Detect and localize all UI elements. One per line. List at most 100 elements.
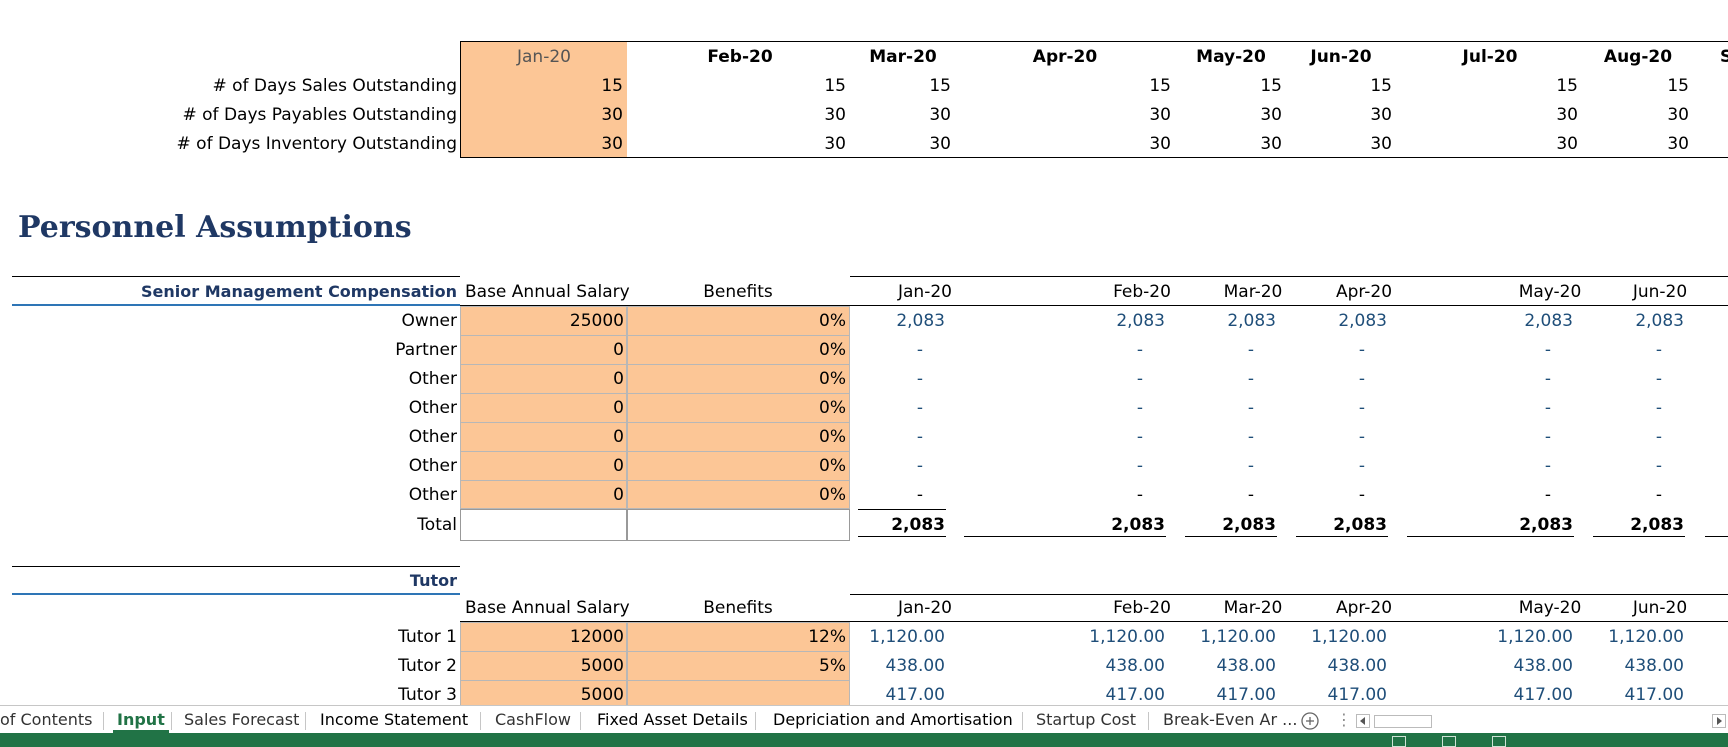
senior-month-cell[interactable]: 2,083	[1635, 311, 1684, 331]
tutor-month-cell[interactable]: 417.00	[1216, 685, 1276, 705]
senior-month-cell[interactable]: -	[1136, 456, 1144, 476]
days-cell[interactable]: 30	[824, 105, 846, 125]
senior-month-cell[interactable]: -	[1247, 340, 1255, 360]
tutor-month-cell[interactable]: 438.00	[1513, 656, 1573, 676]
senior-month-cell[interactable]: -	[1136, 340, 1144, 360]
senior-month-cell[interactable]: -	[1247, 369, 1255, 389]
tutor-salary-cell[interactable]: 5000	[580, 685, 624, 705]
tutor-month-cell[interactable]: 1,120.00	[869, 627, 945, 647]
salary-input-cell[interactable]: 0	[613, 340, 624, 360]
benefits-input-cell[interactable]: 0%	[819, 456, 846, 476]
senior-month-cell[interactable]: 2,083	[1227, 311, 1276, 331]
salary-input-cell[interactable]: 0	[613, 485, 624, 505]
tab-sales-forecast[interactable]: Sales Forecast	[184, 710, 300, 729]
senior-month-cell[interactable]: -	[916, 340, 924, 360]
tutor-salary-cell[interactable]: 5000	[580, 656, 624, 676]
senior-month-cell[interactable]: -	[1247, 485, 1255, 505]
vertical-ellipsis-icon[interactable]: ⋮	[1336, 710, 1352, 729]
tutor-month-cell[interactable]: 417.00	[1513, 685, 1573, 705]
days-cell[interactable]: 15	[929, 76, 951, 96]
days-cell[interactable]: 30	[601, 105, 623, 125]
days-cell[interactable]: 15	[601, 76, 623, 96]
days-cell[interactable]: 30	[601, 134, 623, 154]
senior-month-cell[interactable]: -	[1136, 485, 1144, 505]
tutor-month-cell[interactable]: 417.00	[1327, 685, 1387, 705]
senior-month-cell[interactable]: -	[916, 485, 924, 505]
days-cell[interactable]: 30	[929, 105, 951, 125]
days-cell[interactable]: 30	[929, 134, 951, 154]
salary-input-cell[interactable]: 0	[613, 456, 624, 476]
tutor-month-cell[interactable]: 438.00	[1216, 656, 1276, 676]
senior-month-cell[interactable]: -	[916, 398, 924, 418]
tab-cashflow[interactable]: CashFlow	[495, 710, 571, 729]
benefits-input-cell[interactable]: 0%	[819, 369, 846, 389]
horizontal-scrollbar-thumb[interactable]	[1374, 715, 1432, 728]
tab-break-even[interactable]: Break-Even Ar ...	[1163, 710, 1298, 729]
jan-input-column[interactable]	[461, 42, 627, 157]
tutor-benefits-cell[interactable]: 5%	[819, 656, 846, 676]
benefits-input-cell[interactable]: 0%	[819, 427, 846, 447]
senior-month-cell[interactable]: -	[1136, 427, 1144, 447]
tutor-month-cell[interactable]: 417.00	[1624, 685, 1684, 705]
senior-month-cell[interactable]: -	[1544, 456, 1552, 476]
tutor-month-cell[interactable]: 438.00	[1624, 656, 1684, 676]
senior-month-cell[interactable]: -	[1358, 398, 1366, 418]
benefits-input-cell[interactable]: 0%	[819, 485, 846, 505]
senior-month-cell[interactable]: -	[916, 369, 924, 389]
tutor-month-cell[interactable]: 438.00	[1327, 656, 1387, 676]
benefits-input-cell[interactable]: 0%	[819, 340, 846, 360]
triangle-right-icon[interactable]	[1712, 714, 1726, 728]
tab-startup-cost[interactable]: Startup Cost	[1036, 710, 1137, 729]
tab-input[interactable]: Input	[113, 709, 169, 733]
senior-month-cell[interactable]: -	[1358, 427, 1366, 447]
days-cell[interactable]: 15	[1370, 76, 1392, 96]
salary-input-cell[interactable]: 0	[613, 369, 624, 389]
days-cell[interactable]: 30	[1667, 105, 1689, 125]
senior-month-cell[interactable]: -	[1358, 340, 1366, 360]
senior-month-cell[interactable]: -	[1655, 427, 1663, 447]
tab-table-of-contents[interactable]: of Contents	[0, 710, 93, 729]
senior-month-cell[interactable]: -	[916, 456, 924, 476]
senior-month-cell[interactable]: -	[1544, 340, 1552, 360]
days-cell[interactable]: 30	[1556, 134, 1578, 154]
senior-month-cell[interactable]: 2,083	[1338, 311, 1387, 331]
days-cell[interactable]: 30	[1260, 105, 1282, 125]
tutor-month-cell[interactable]: 438.00	[1105, 656, 1165, 676]
senior-month-cell[interactable]: -	[1544, 427, 1552, 447]
days-cell[interactable]: 15	[1556, 76, 1578, 96]
days-cell[interactable]: 15	[824, 76, 846, 96]
senior-month-cell[interactable]: -	[1544, 369, 1552, 389]
senior-month-cell[interactable]: 2,083	[1524, 311, 1573, 331]
tab-depreciation-amortisation[interactable]: Depriciation and Amortisation	[773, 710, 1013, 729]
senior-month-cell[interactable]: -	[1655, 485, 1663, 505]
senior-month-cell[interactable]: -	[1544, 398, 1552, 418]
benefits-input-cell[interactable]: 0%	[819, 398, 846, 418]
normal-view-icon[interactable]	[1392, 736, 1406, 747]
salary-input-cell[interactable]: 0	[613, 427, 624, 447]
days-cell[interactable]: 30	[1667, 134, 1689, 154]
senior-month-cell[interactable]: -	[1655, 369, 1663, 389]
triangle-left-icon[interactable]	[1356, 714, 1370, 728]
days-cell[interactable]: 30	[1370, 105, 1392, 125]
days-cell[interactable]: 30	[1149, 105, 1171, 125]
page-layout-view-icon[interactable]	[1442, 736, 1456, 747]
senior-month-cell[interactable]: -	[1655, 456, 1663, 476]
senior-month-cell[interactable]: -	[1358, 485, 1366, 505]
senior-month-cell[interactable]: -	[916, 427, 924, 447]
senior-month-cell[interactable]: -	[1136, 398, 1144, 418]
senior-month-cell[interactable]: -	[1247, 456, 1255, 476]
days-cell[interactable]: 30	[824, 134, 846, 154]
tutor-salary-cell[interactable]: 12000	[569, 627, 624, 647]
days-cell[interactable]: 30	[1370, 134, 1392, 154]
salary-input-cell[interactable]: 0	[613, 398, 624, 418]
senior-month-cell[interactable]: -	[1544, 485, 1552, 505]
senior-month-cell[interactable]: -	[1655, 340, 1663, 360]
senior-month-cell[interactable]: 2,083	[896, 311, 945, 331]
tutor-month-cell[interactable]: 1,120.00	[1200, 627, 1276, 647]
days-cell[interactable]: 15	[1260, 76, 1282, 96]
senior-month-cell[interactable]: -	[1358, 456, 1366, 476]
page-break-view-icon[interactable]	[1492, 736, 1506, 747]
tutor-month-cell[interactable]: 417.00	[885, 685, 945, 705]
tutor-month-cell[interactable]: 1,120.00	[1089, 627, 1165, 647]
days-cell[interactable]: 15	[1149, 76, 1171, 96]
